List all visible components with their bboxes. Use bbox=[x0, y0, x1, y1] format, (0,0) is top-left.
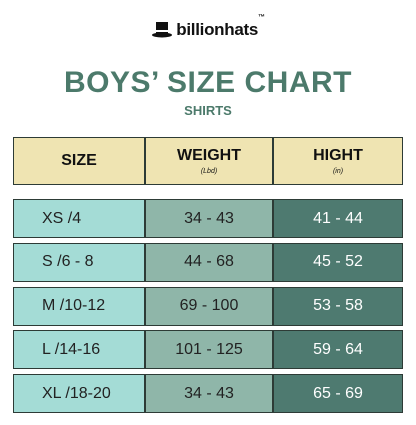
subtitle: SHIRTS bbox=[184, 103, 232, 118]
cell-text: 44 - 68 bbox=[184, 253, 234, 271]
cell-text: 69 - 100 bbox=[179, 297, 239, 315]
table-cell: 101 - 125 bbox=[145, 330, 273, 370]
cell-text: 59 - 64 bbox=[313, 340, 363, 358]
table-row: S /6 - 8 44 - 68 45 - 52 bbox=[13, 242, 403, 282]
table-cell: M /10-12 bbox=[13, 286, 145, 326]
column-unit: (in) bbox=[332, 168, 344, 175]
column-label: WEIGHT bbox=[177, 147, 241, 164]
table-cell: 34 - 43 bbox=[145, 374, 273, 414]
table-row: XL /18-20 34 - 43 65 - 69 bbox=[13, 374, 403, 414]
column-label: HIGHT bbox=[313, 147, 363, 164]
table-cell: S /6 - 8 bbox=[13, 242, 145, 282]
cell-text: 65 - 69 bbox=[313, 384, 363, 402]
cell-text: XS /4 bbox=[42, 209, 82, 227]
brand-name: billionhats bbox=[176, 20, 258, 39]
table-cell: 44 - 68 bbox=[145, 242, 273, 282]
header-row: SIZE WEIGHT (Lbd) HIGHT (in) bbox=[13, 137, 403, 185]
header-cell: WEIGHT (Lbd) bbox=[145, 137, 273, 185]
cell-text: XL /18-20 bbox=[42, 384, 111, 402]
cell-text: L /14-16 bbox=[42, 340, 101, 358]
cell-text: 34 - 43 bbox=[184, 384, 234, 402]
logo-text: billionhats™ bbox=[176, 14, 265, 40]
cell-text: M /10-12 bbox=[42, 297, 106, 315]
table-cell: 53 - 58 bbox=[273, 286, 403, 326]
column-label: SIZE bbox=[61, 152, 97, 169]
table-cell: 41 - 44 bbox=[273, 199, 403, 238]
cell-text: 101 - 125 bbox=[175, 340, 243, 358]
table-cell: XS /4 bbox=[13, 199, 145, 238]
cell-text: 41 - 44 bbox=[313, 209, 363, 227]
hat-icon bbox=[152, 22, 173, 38]
table-cell: 34 - 43 bbox=[145, 199, 273, 238]
table-cell: 65 - 69 bbox=[273, 374, 403, 414]
table-cell: 69 - 100 bbox=[145, 286, 273, 326]
table-cell: L /14-16 bbox=[13, 330, 145, 370]
title: BOYS’ SIZE CHART bbox=[63, 66, 353, 99]
cell-text: 34 - 43 bbox=[184, 209, 234, 227]
cell-text: 53 - 58 bbox=[313, 297, 363, 315]
trademark: ™ bbox=[258, 14, 265, 21]
table-row: XS /4 34 - 43 41 - 44 bbox=[13, 199, 403, 238]
table-cell: 45 - 52 bbox=[273, 242, 403, 282]
header-cell: SIZE bbox=[13, 137, 145, 185]
table-cell: XL /18-20 bbox=[13, 374, 145, 414]
column-unit: (Lbd) bbox=[200, 168, 218, 175]
logo: billionhats™ bbox=[0, 14, 416, 40]
table-row: L /14-16 101 - 125 59 - 64 bbox=[13, 330, 403, 370]
cell-text: 45 - 52 bbox=[313, 253, 363, 271]
cell-text: S /6 - 8 bbox=[42, 253, 94, 271]
header-cell: HIGHT (in) bbox=[273, 137, 403, 185]
table-cell: 59 - 64 bbox=[273, 330, 403, 370]
table-row: M /10-12 69 - 100 53 - 58 bbox=[13, 286, 403, 326]
